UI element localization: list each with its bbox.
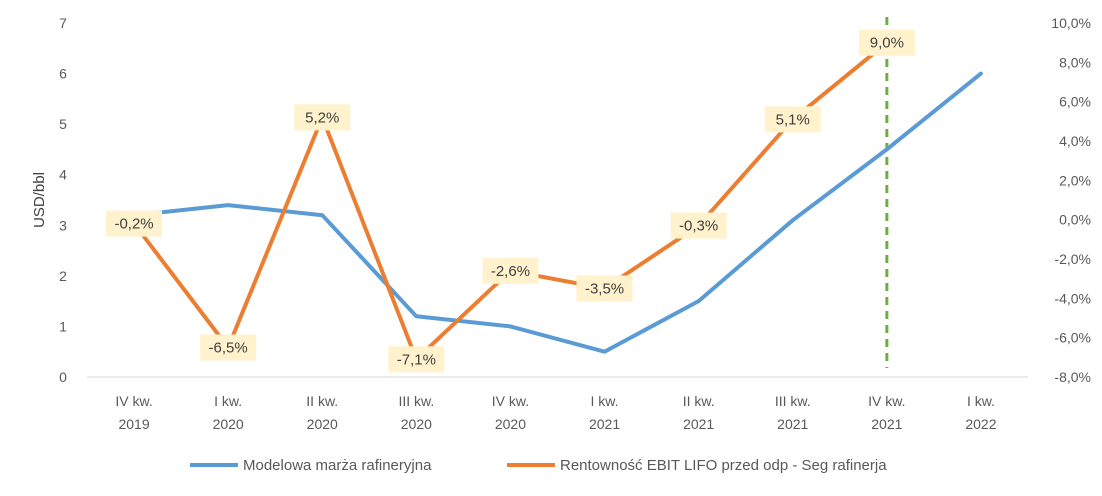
legend-item-series-1: Modelowa marża rafineryjna — [190, 457, 432, 474]
legend-item-series-2: Rentowność EBIT LIFO przed odp - Seg raf… — [507, 457, 887, 474]
data-label-text: 5,2% — [305, 109, 339, 126]
y-right-tick-label: -8,0% — [1054, 369, 1091, 385]
data-label-text: -6,5% — [209, 340, 248, 357]
data-label-box — [764, 106, 821, 133]
y-left-tick-label: 6 — [59, 66, 67, 82]
data-label: -0,3% — [670, 212, 727, 239]
y-left-tick-label: 4 — [59, 167, 67, 183]
data-label: -0,2% — [106, 210, 163, 237]
x-tick-label: 2021 — [589, 416, 620, 432]
x-tick-label: 2021 — [871, 416, 902, 432]
y-left-tick-label: 7 — [59, 15, 67, 31]
data-label-text: -7,1% — [397, 351, 436, 368]
data-label-text: 5,1% — [776, 111, 810, 128]
data-label-box — [200, 334, 257, 361]
y-right-tick-label: 4,0% — [1059, 133, 1091, 149]
x-tick-label: I kw. — [214, 393, 242, 409]
x-tick-label: I kw. — [967, 393, 995, 409]
x-tick-label: 2021 — [777, 416, 808, 432]
data-label-text: -2,6% — [491, 263, 530, 280]
y-axis-title: USD/bbl — [31, 172, 48, 228]
data-label: 5,2% — [294, 104, 351, 131]
data-label: 5,1% — [764, 106, 821, 133]
series-line-1 — [132, 71, 983, 354]
data-label: -3,5% — [576, 275, 633, 302]
legend-label-series-1: Modelowa marża rafineryjna — [243, 457, 432, 474]
x-tick-label: IV kw. — [115, 393, 152, 409]
data-label-box — [388, 346, 445, 373]
y-right-tick-label: -4,0% — [1054, 290, 1091, 306]
x-tick-label: IV kw. — [868, 393, 905, 409]
x-tick-label: IV kw. — [492, 393, 529, 409]
y-right-tick-label: 2,0% — [1059, 172, 1091, 188]
y-left-tick-label: 5 — [59, 116, 67, 132]
y-axis-right: -8,0% -6,0% -4,0% -2,0% 0,0% 2,0% 4,0% 6,0% 8,0%… — [1051, 15, 1091, 385]
x-tick-label: II kw. — [306, 393, 338, 409]
x-tick-label: 2020 — [495, 416, 526, 432]
data-label-box — [858, 29, 915, 56]
data-label: -7,1% — [388, 346, 445, 373]
x-tick-label: 2020 — [401, 416, 432, 432]
x-tick-label: 2021 — [683, 416, 714, 432]
data-label: 9,0% — [858, 29, 915, 56]
legend-label-series-2: Rentowność EBIT LIFO przed odp - Seg raf… — [560, 457, 887, 474]
data-label: -2,6% — [482, 257, 539, 284]
y-right-tick-label: 10,0% — [1051, 15, 1091, 31]
data-label-text: -3,5% — [585, 281, 624, 298]
x-tick-label: III kw. — [775, 393, 811, 409]
data-label-box — [482, 257, 539, 284]
legend: Modelowa marża rafineryjna Rentowność EB… — [190, 457, 887, 474]
y-axis-left: 0 1 2 3 4 5 6 7 — [59, 15, 67, 385]
y-left-tick-label: 2 — [59, 268, 67, 284]
data-label-text: 9,0% — [870, 35, 904, 52]
x-tick-label: 2020 — [213, 416, 244, 432]
x-tick-label: II kw. — [683, 393, 715, 409]
y-right-tick-label: -6,0% — [1054, 330, 1091, 346]
series-lines — [132, 40, 983, 362]
y-right-tick-label: 0,0% — [1059, 212, 1091, 228]
y-left-tick-label: 3 — [59, 217, 67, 233]
y-right-tick-label: 8,0% — [1059, 54, 1091, 70]
y-right-tick-label: -2,0% — [1054, 251, 1091, 267]
data-label-box — [294, 104, 351, 131]
y-right-tick-label: 6,0% — [1059, 94, 1091, 110]
data-label-box — [576, 275, 633, 302]
data-label-box — [106, 210, 163, 237]
x-tick-label: III kw. — [398, 393, 434, 409]
x-tick-label: I kw. — [591, 393, 619, 409]
x-tick-label: 2019 — [118, 416, 149, 432]
y-left-tick-label: 1 — [59, 318, 67, 334]
data-labels: -0,2% -6,5% 5,2% -7,1% -2,6% -3,5% -0,3% 5,1% 9,… — [106, 29, 915, 373]
x-axis: IV kw. 2019 I kw. 2020 II kw. 2020 III kw. 2020… — [87, 376, 1028, 432]
series-line-2 — [132, 40, 889, 362]
x-tick-label: 2022 — [965, 416, 996, 432]
data-label-text: -0,2% — [114, 216, 153, 233]
data-label-text: -0,3% — [679, 218, 718, 235]
data-label-box — [670, 212, 727, 239]
x-tick-label: 2020 — [307, 416, 338, 432]
y-left-tick-label: 0 — [59, 369, 67, 385]
data-label: -6,5% — [200, 334, 257, 361]
